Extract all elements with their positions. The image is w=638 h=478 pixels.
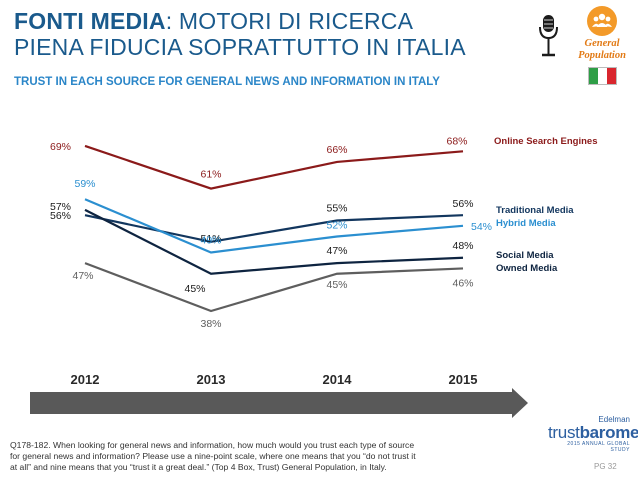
data-label-s1-p2: 61% [200,169,221,181]
data-label-s5-p2: 38% [200,318,221,330]
data-label-s2-p3: 55% [326,203,347,215]
data-label-s3-p1: 59% [74,178,95,190]
series-line-4 [84,208,464,275]
page-title: FONTI MEDIA: MOTORI DI RICERCA PIENA FID… [14,8,514,60]
badge-label-line-2: Population [578,50,626,61]
data-label-s2-p2: 51% [200,233,221,245]
people-group-icon [587,6,617,36]
data-label-s4-p2: 45% [184,283,205,295]
data-label-s3-p2: 49% [200,234,221,246]
data-label-s5-p1: 47% [72,270,93,282]
data-label-s2-p4: 56% [452,198,473,210]
legend-entry-1: Online Search Engines [494,136,597,147]
data-label-s4-p4: 48% [452,240,473,252]
x-tick-label-3: 2014 [323,372,353,387]
brand-small: Edelman [598,415,630,424]
line-chart: 69% 61% 66% 68% Online Search Engines 56% 51% 5… [30,135,597,418]
timeline-arrow [30,388,528,418]
brand-tag: 2015 ANNUAL GLOBAL STUDY [567,441,630,453]
chart-subtitle: TRUST IN EACH SOURCE FOR GENERAL NEWS AN… [14,76,440,88]
data-label-s3-p4: 54% [471,221,492,233]
badge-label-line-1: General [584,38,620,49]
legend-entry-4: Social Media [496,250,554,261]
population-badge: General Population [572,6,632,62]
title-bold: FONTI MEDIA [14,8,166,34]
timeline-band [30,366,500,390]
series-line-1 [84,144,464,190]
title-rest: : MOTORI DI RICERCA [165,8,414,34]
data-label-s1-p4: 68% [446,135,467,147]
x-tick-label-1: 2012 [71,372,100,387]
brand-logo-b: barometer [579,423,638,442]
title-line-2: PIENA FIDUCIA SOPRATTUTTO IN ITALIA [14,34,466,60]
data-label-s1-p1: 69% [50,141,71,153]
legend-entry-3: Hybrid Media [496,218,556,229]
x-tick-label-2: 2013 [197,372,226,387]
brand-logo: Edelman trustbarometer 2015 ANNUAL GLOBA… [548,415,638,453]
series-line-5 [84,262,464,313]
italian-flag-icon [588,67,617,85]
microphone-icon [539,15,558,57]
footnote: Q178-182. When looking for general news … [10,440,416,472]
legend-entry-2: Traditional Media [496,205,574,216]
legend-entry-5: Owned Media [496,263,558,274]
data-label-s5-p3: 45% [326,279,347,291]
page-number: PG 32 [594,462,617,471]
series-line-3 [84,198,464,254]
series-line-2 [84,214,464,243]
data-label-s4-p3: 47% [326,245,347,257]
brand-logo-a: trust [548,423,580,442]
data-label-s3-p3: 52% [326,219,347,231]
x-tick-label-4: 2015 [449,372,478,387]
data-label-s2-p1: 56% [50,210,71,222]
data-label-s5-p4: 46% [452,277,473,289]
data-label-s4-p1: 57% [50,201,71,213]
data-label-s1-p3: 66% [326,144,347,156]
